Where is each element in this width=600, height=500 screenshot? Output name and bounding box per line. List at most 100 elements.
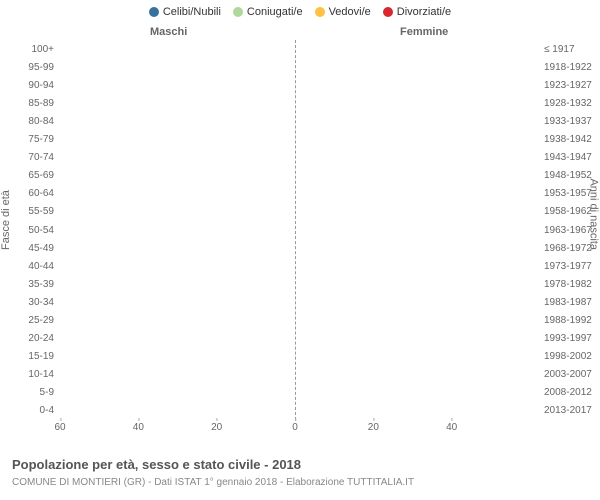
bar-female	[295, 185, 530, 203]
bar-male	[60, 76, 295, 94]
legend-item: Divorziati/e	[383, 6, 451, 18]
bar-male	[60, 239, 295, 257]
bar-male	[60, 293, 295, 311]
birth-label: 2013-2017	[544, 402, 600, 420]
bar-female	[295, 311, 530, 329]
bar-female	[295, 40, 530, 58]
legend-label: Celibi/Nubili	[163, 6, 221, 18]
legend-item: Coniugati/e	[233, 6, 303, 18]
bar-male	[60, 112, 295, 130]
bar-male	[60, 40, 295, 58]
legend-label: Vedovi/e	[329, 6, 371, 18]
bar-female	[295, 112, 530, 130]
age-label: 15-19	[0, 348, 54, 366]
legend-item: Vedovi/e	[315, 6, 371, 18]
age-label: 75-79	[0, 131, 54, 149]
birth-label: 1918-1922	[544, 58, 600, 76]
bar-male	[60, 330, 295, 348]
birth-label: 1963-1967	[544, 221, 600, 239]
age-label: 25-29	[0, 311, 54, 329]
age-label: 40-44	[0, 257, 54, 275]
bar-female	[295, 330, 530, 348]
bar-male	[60, 348, 295, 366]
bar-female	[295, 76, 530, 94]
age-label: 45-49	[0, 239, 54, 257]
bar-female	[295, 149, 530, 167]
population-pyramid	[60, 40, 530, 440]
legend-marker	[383, 7, 393, 17]
x-tick: 0	[292, 422, 298, 433]
x-axis: 60402002040	[60, 420, 530, 440]
age-label: 55-59	[0, 203, 54, 221]
legend-label: Coniugati/e	[247, 6, 303, 18]
birth-label: 1948-1952	[544, 167, 600, 185]
bar-male	[60, 149, 295, 167]
bar-male	[60, 311, 295, 329]
bar-female	[295, 203, 530, 221]
bar-male	[60, 402, 295, 420]
legend-label: Divorziati/e	[397, 6, 451, 18]
age-label: 70-74	[0, 149, 54, 167]
x-tick: 40	[446, 422, 457, 433]
bar-female	[295, 257, 530, 275]
bar-male	[60, 58, 295, 76]
age-label: 60-64	[0, 185, 54, 203]
bar-female	[295, 221, 530, 239]
birth-label: 1953-1957	[544, 185, 600, 203]
age-label: 0-4	[0, 402, 54, 420]
bar-male	[60, 94, 295, 112]
bar-male	[60, 275, 295, 293]
legend-item: Celibi/Nubili	[149, 6, 221, 18]
x-tick: 40	[133, 422, 144, 433]
legend-marker	[233, 7, 243, 17]
age-label: 20-24	[0, 330, 54, 348]
bar-female	[295, 167, 530, 185]
bar-male	[60, 203, 295, 221]
birth-label: 1958-1962	[544, 203, 600, 221]
bar-female	[295, 239, 530, 257]
bar-male	[60, 384, 295, 402]
birth-label: 1943-1947	[544, 149, 600, 167]
age-label: 85-89	[0, 94, 54, 112]
bar-male	[60, 131, 295, 149]
birth-label: 1993-1997	[544, 330, 600, 348]
header-males: Maschi	[150, 26, 187, 38]
bar-male	[60, 185, 295, 203]
age-label: 50-54	[0, 221, 54, 239]
bar-female	[295, 293, 530, 311]
birth-label: 1928-1932	[544, 94, 600, 112]
bar-male	[60, 167, 295, 185]
birth-label: ≤ 1917	[544, 40, 600, 58]
birth-label: 1968-1972	[544, 239, 600, 257]
age-label: 10-14	[0, 366, 54, 384]
age-label: 30-34	[0, 293, 54, 311]
age-label: 100+	[0, 40, 54, 58]
center-axis	[295, 40, 296, 420]
chart-title: Popolazione per età, sesso e stato civil…	[12, 457, 301, 472]
birth-labels: 2013-20172008-20122003-20071998-20021993…	[540, 40, 600, 420]
chart-legend: Celibi/Nubili Coniugati/e Vedovi/e Divorzia…	[0, 6, 600, 20]
bar-male	[60, 221, 295, 239]
bar-female	[295, 94, 530, 112]
age-label: 95-99	[0, 58, 54, 76]
x-tick: 20	[211, 422, 222, 433]
bar-male	[60, 366, 295, 384]
chart-container: { "legend": { "items": [ { "label": "Cel…	[0, 0, 600, 500]
age-label: 35-39	[0, 275, 54, 293]
bar-female	[295, 275, 530, 293]
x-tick: 20	[368, 422, 379, 433]
x-tick: 60	[54, 422, 65, 433]
bar-female	[295, 131, 530, 149]
birth-label: 2003-2007	[544, 366, 600, 384]
bar-female	[295, 366, 530, 384]
birth-label: 1998-2002	[544, 348, 600, 366]
birth-label: 2008-2012	[544, 384, 600, 402]
bar-female	[295, 348, 530, 366]
birth-label: 1933-1937	[544, 112, 600, 130]
birth-label: 1988-1992	[544, 311, 600, 329]
chart-subtitle: COMUNE DI MONTIERI (GR) - Dati ISTAT 1° …	[12, 477, 414, 488]
age-label: 5-9	[0, 384, 54, 402]
age-labels: 0-45-910-1415-1920-2425-2930-3435-3940-4…	[0, 40, 58, 420]
legend-marker	[149, 7, 159, 17]
age-label: 90-94	[0, 76, 54, 94]
